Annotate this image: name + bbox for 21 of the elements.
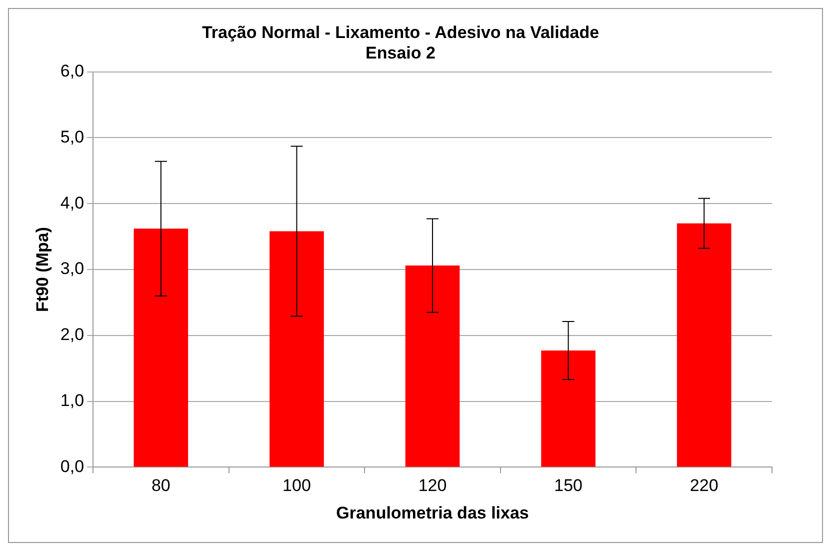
bar [134,228,188,467]
y-tick-label: 6,0 [60,61,84,80]
bar [405,266,460,467]
text: Ensaio 2 [366,43,436,62]
y-tick-label: 0,0 [60,456,84,476]
text: Tração Normal - Lixamento - Adesivo na Validade [202,22,600,42]
x-tick-label: 220 [690,476,718,496]
x-tick-label: 120 [418,476,447,496]
y-tick-label: 4,0 [60,193,84,212]
bar [676,223,732,467]
bar [270,231,324,467]
y-tick-label: 5,0 [60,127,84,146]
x-tick-label: 150 [554,476,582,496]
y-tick-label: 1,0 [60,390,84,410]
x-tick-label: 100 [282,476,311,496]
y-axis-title: Ft90 (Mpa) [32,227,52,312]
x-axis-title: Granulometria das lixas [336,503,529,522]
bar [541,350,596,467]
x-tick-label: 80 [151,476,170,496]
y-tick-label: 3,0 [60,259,84,278]
y-tick-label: 2,0 [60,325,84,344]
